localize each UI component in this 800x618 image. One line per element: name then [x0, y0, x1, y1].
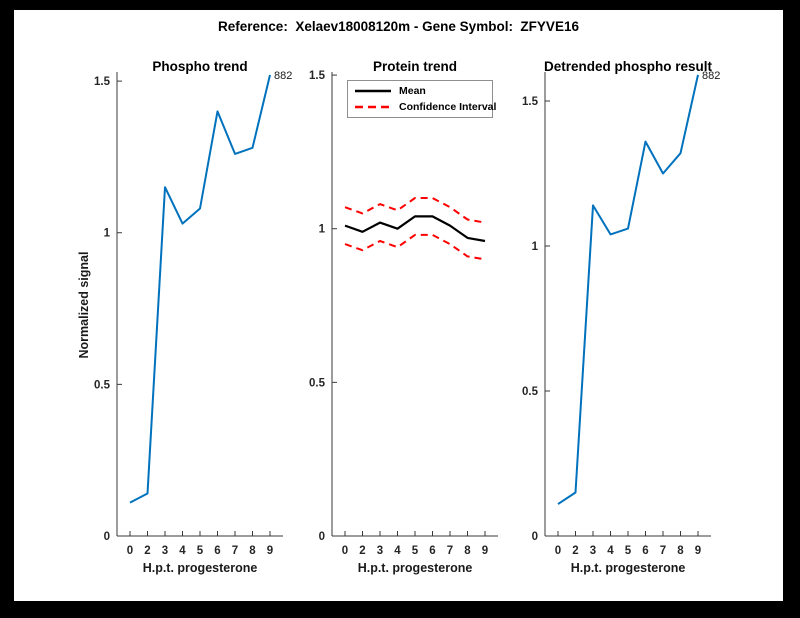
trajectory-id-annotation: 882 [702, 70, 720, 82]
figure-title: Reference: Xelaev18008120m - Gene Symbol… [218, 19, 579, 34]
confidence-interval-line-swatch [355, 105, 391, 109]
mean-line-swatch [355, 89, 391, 93]
y-tick-label: 0 [104, 531, 110, 543]
y-tick-label: 1.5 [309, 70, 326, 82]
x-tick-label: 2 [144, 545, 150, 557]
x-axis-label-phospho: H.p.t. progesterone [142, 561, 258, 575]
x-tick-label: 2 [572, 545, 578, 557]
series-line [557, 74, 699, 505]
x-tick-label: 2 [359, 545, 365, 557]
series-line [344, 215, 486, 243]
subplot-phospho-trend: Phospho trend Normalized signal 0 0.5 1 1.5… [72, 50, 322, 610]
series-line [344, 197, 486, 224]
x-tick-label: 3 [590, 545, 596, 557]
y-tick-label: 0 [532, 531, 538, 543]
x-tick-label: 4 [179, 545, 186, 557]
x-tick-label: 4 [607, 545, 614, 557]
legend-row-ci: Confidence Interval [354, 101, 496, 113]
plot-title-phospho: Phospho trend [152, 59, 248, 74]
x-tick-label: 0 [127, 545, 133, 557]
x-tick-label: 7 [232, 545, 238, 557]
x-tick-label: 6 [214, 545, 220, 557]
protein-trend-plot: 00.511.50 2 3 4 5 6 7 8 9 [309, 70, 498, 557]
legend-row-mean: Mean [354, 85, 486, 97]
y-tick-label: 1.5 [94, 76, 111, 88]
trajectory-id-annotation: 882 [274, 70, 292, 82]
x-tick-label: 5 [197, 545, 204, 557]
y-tick-label: 0.5 [309, 377, 326, 389]
series-line [129, 74, 271, 504]
x-tick-label: 4 [394, 545, 401, 557]
x-tick-label: 5 [412, 545, 419, 557]
x-tick-label: 8 [249, 545, 256, 557]
legend: Mean Confidence Interval [347, 80, 496, 118]
y-tick-label: 1.5 [522, 96, 539, 108]
x-tick-label: 3 [162, 545, 168, 557]
x-tick-label: 8 [677, 545, 684, 557]
x-tick-label: 7 [447, 545, 453, 557]
legend-label-ci: Confidence Interval [399, 101, 497, 113]
y-tick-label: 1 [319, 224, 326, 236]
y-tick-label: 0.5 [94, 379, 111, 391]
x-tick-label: 9 [267, 545, 273, 557]
x-axis-label-detrended: H.p.t. progesterone [570, 561, 686, 575]
x-tick-label: 9 [482, 545, 488, 557]
y-tick-label: 1 [532, 241, 539, 253]
x-tick-label: 8 [464, 545, 471, 557]
x-tick-label: 6 [642, 545, 648, 557]
x-tick-label: 3 [377, 545, 383, 557]
figure-canvas: Reference: Xelaev18008120m - Gene Symbol… [14, 10, 783, 601]
y-tick-label: 0.5 [522, 386, 539, 398]
x-tick-label: 7 [660, 545, 666, 557]
series-line [344, 233, 486, 261]
x-tick-label: 0 [555, 545, 561, 557]
x-tick-label: 6 [429, 545, 435, 557]
x-tick-label: 0 [342, 545, 348, 557]
y-tick-label: 0 [319, 531, 325, 543]
y-tick-label: 1 [104, 228, 111, 240]
plot-title-protein: Protein trend [372, 59, 457, 74]
legend-label-mean: Mean [399, 85, 426, 97]
subplot-detrended-phospho: Detrended phospho result 0 0.5 1 1.5 0 2 3 4 5 6 7… [500, 50, 750, 610]
plot-title-detrended: Detrended phospho result [543, 59, 712, 74]
x-tick-label: 5 [625, 545, 632, 557]
subplot-protein-trend: Protein trend 0 0.5 1 1.5 0 2 3 4 5 6 7 8 9 Mean Con… [287, 50, 537, 610]
x-axis-label-protein: H.p.t. progesterone [357, 561, 473, 575]
x-tick-label: 9 [695, 545, 701, 557]
